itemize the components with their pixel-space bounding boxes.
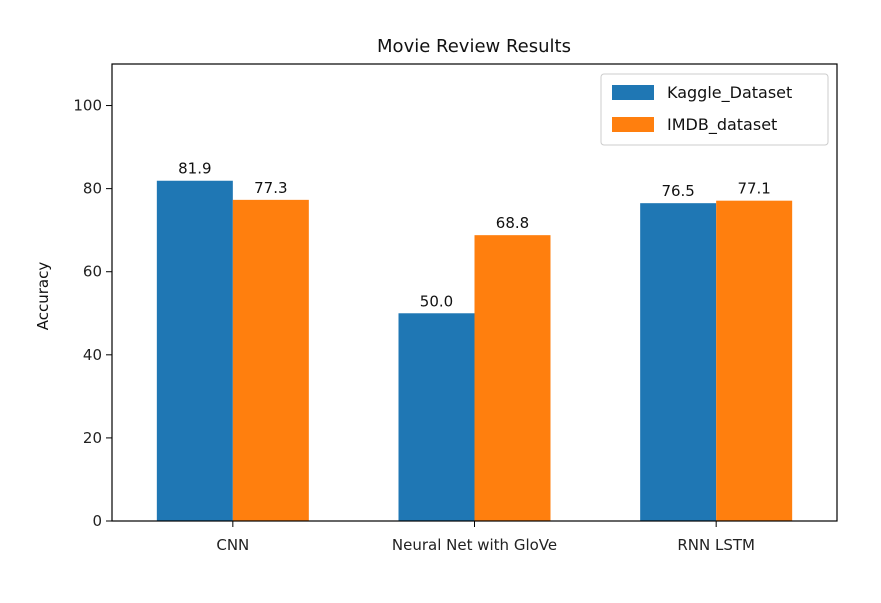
data-label: 50.0	[420, 292, 453, 310]
legend-swatch	[612, 117, 654, 132]
plot-frame	[111, 63, 838, 522]
legend-swatch	[612, 85, 654, 100]
x-tick-label: Neural Net with GloVe	[392, 536, 557, 554]
data-label: 68.8	[496, 214, 529, 232]
bar	[232, 199, 309, 521]
x-tick-label: RNN LSTM	[677, 536, 755, 554]
chart-title: Movie Review Results	[377, 36, 571, 57]
y-tick-label: 100	[73, 97, 102, 115]
data-label: 81.9	[178, 160, 211, 178]
y-tick-label: 60	[83, 263, 102, 281]
x-tick-label: CNN	[216, 536, 249, 554]
bar	[156, 180, 233, 521]
bar	[640, 203, 717, 521]
y-tick-label: 80	[83, 180, 102, 198]
data-label: 77.3	[254, 179, 287, 197]
bar	[474, 235, 551, 521]
data-label: 77.1	[737, 180, 770, 198]
legend-box	[600, 73, 829, 146]
bar	[716, 200, 793, 521]
y-tick-label: 0	[92, 512, 102, 530]
legend-entry: IMDB_dataset	[667, 115, 777, 135]
y-axis-label: Accuracy	[34, 262, 52, 331]
y-tick-label: 20	[83, 429, 102, 447]
y-tick-label: 40	[83, 346, 102, 364]
legend: Kaggle_Dataset IMDB_dataset	[600, 73, 829, 146]
bar	[398, 313, 475, 521]
legend-entry: Kaggle_Dataset	[667, 83, 792, 103]
data-label: 76.5	[661, 182, 694, 200]
